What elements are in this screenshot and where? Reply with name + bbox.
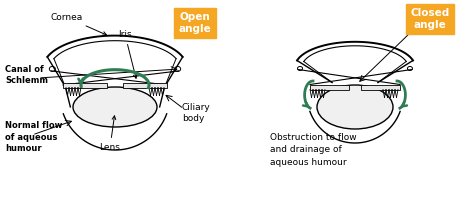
Text: Open
angle: Open angle (179, 12, 211, 34)
Text: Normal flow
of aqueous
humour: Normal flow of aqueous humour (5, 121, 63, 153)
Text: Closed
angle: Closed angle (410, 8, 450, 30)
Text: Lens: Lens (100, 116, 120, 152)
Text: Ciliary
body: Ciliary body (182, 103, 211, 123)
FancyBboxPatch shape (361, 84, 400, 89)
Text: Canal of
Schlemm: Canal of Schlemm (5, 64, 48, 85)
Ellipse shape (73, 87, 157, 127)
FancyBboxPatch shape (123, 83, 167, 88)
FancyBboxPatch shape (310, 84, 349, 89)
Text: Obstruction to flow
and drainage of
aqueous humour: Obstruction to flow and drainage of aque… (270, 133, 356, 167)
Ellipse shape (317, 85, 393, 129)
FancyBboxPatch shape (63, 83, 107, 88)
Text: Cornea: Cornea (51, 13, 107, 35)
Text: Iris: Iris (118, 30, 137, 78)
